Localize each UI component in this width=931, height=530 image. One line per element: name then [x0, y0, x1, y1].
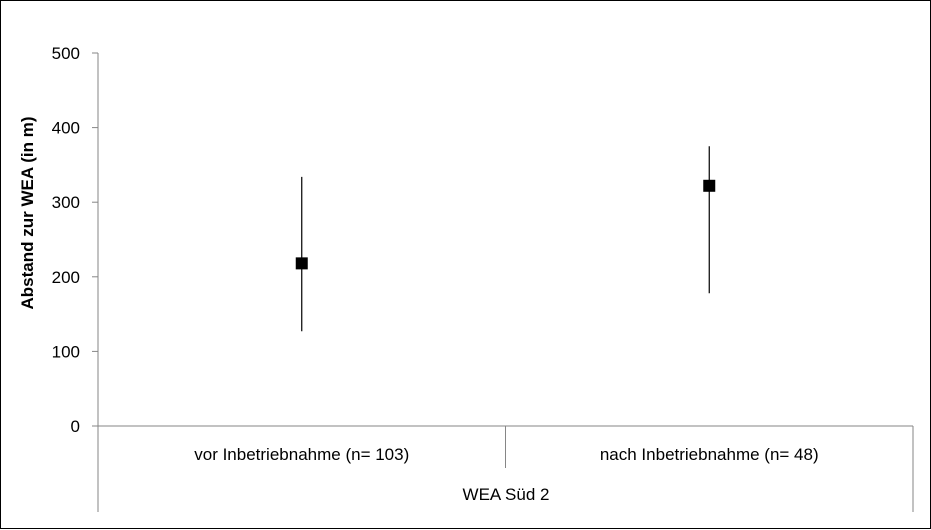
x-group-label: WEA Süd 2 [463, 485, 550, 504]
x-axis: vor Inbetriebnahme (n= 103) nach Inbetrie… [98, 425, 914, 512]
x-category-label: vor Inbetriebnahme (n= 103) [194, 445, 409, 464]
y-tick-label: 100 [52, 342, 80, 361]
y-axis: 0 100 200 300 400 500 [52, 44, 99, 512]
y-tick-label: 0 [71, 417, 80, 436]
y-axis-title: Abstand zur WEA (in m) [18, 117, 37, 310]
chart-marks [295, 146, 716, 332]
data-point-square [703, 179, 716, 192]
data-point-square [295, 257, 308, 270]
x-category-label: nach Inbetriebnahme (n= 48) [600, 445, 819, 464]
y-tick-label: 200 [52, 268, 80, 287]
y-tick-label: 400 [52, 119, 80, 138]
y-tick-label: 300 [52, 193, 80, 212]
y-tick-label: 500 [52, 44, 80, 63]
